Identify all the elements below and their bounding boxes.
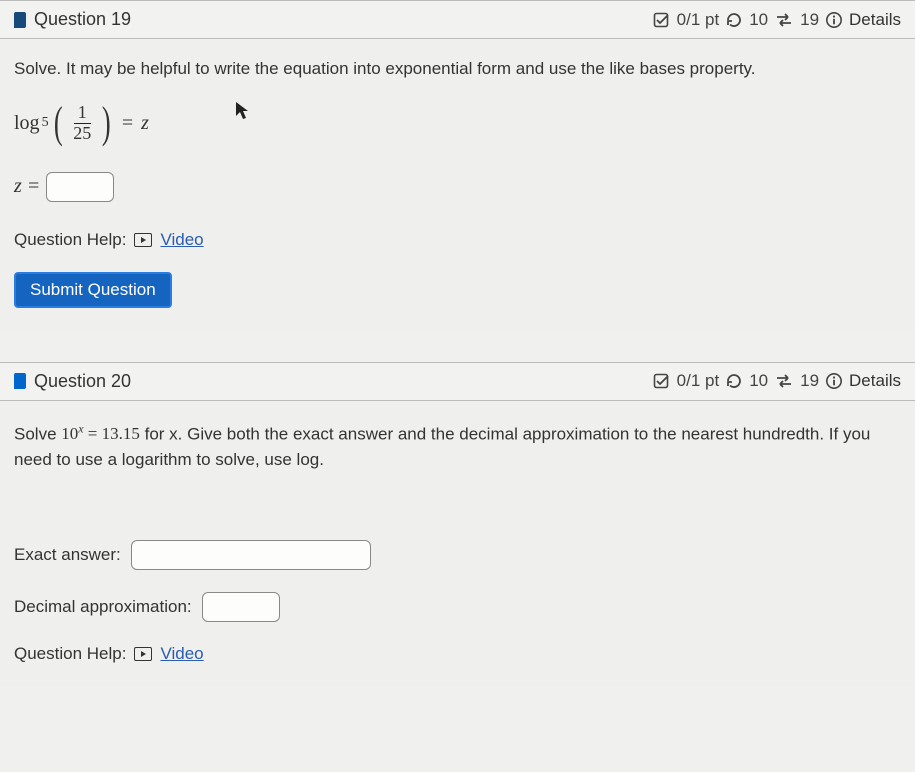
decimal-row: Decimal approximation: <box>14 592 901 622</box>
flag-icon[interactable] <box>14 12 26 28</box>
question-meta: 0/1 pt 10 19 Details <box>653 10 901 30</box>
retry-icon <box>725 372 743 390</box>
help-label: Question Help: <box>14 230 126 250</box>
video-link[interactable]: Video <box>160 644 203 664</box>
attempts: 19 <box>800 371 819 391</box>
help-label: Question Help: <box>14 644 126 664</box>
question-title-wrap: Question 19 <box>14 9 131 30</box>
instructions: Solve 10x = 13.15 for x. Give both the e… <box>14 421 901 473</box>
instructions-pre: Solve <box>14 424 61 443</box>
equation: log5 ( 1 25 ) = z <box>14 103 901 144</box>
checkbox-icon <box>653 372 671 390</box>
info-icon[interactable] <box>825 11 843 29</box>
question-meta: 0/1 pt 10 19 Details <box>653 371 901 391</box>
attempts: 19 <box>800 10 819 30</box>
info-icon[interactable] <box>825 372 843 390</box>
question-20-header: Question 20 0/1 pt 10 19 Details <box>0 362 915 401</box>
eq-eq: = <box>84 424 102 443</box>
help-row: Question Help: Video <box>14 230 901 250</box>
decimal-label: Decimal approximation: <box>14 597 192 617</box>
fraction-numerator: 1 <box>74 103 91 124</box>
equals: = <box>122 112 133 135</box>
instructions-post: for x. Give both the exact answer and th… <box>14 424 870 469</box>
video-link[interactable]: Video <box>160 230 203 250</box>
video-icon <box>134 233 152 247</box>
log-base: 5 <box>42 115 49 131</box>
question-number: Question 20 <box>34 371 131 392</box>
rparen-icon: ) <box>102 108 111 139</box>
eq-rhs: 13.15 <box>102 424 140 443</box>
fraction: 1 25 <box>69 103 95 144</box>
eq-base: 10 <box>61 424 78 443</box>
retries: 10 <box>749 371 768 391</box>
score: 0/1 pt <box>677 10 720 30</box>
help-row: Question Help: Video <box>14 644 901 664</box>
details-link[interactable]: Details <box>849 10 901 30</box>
score: 0/1 pt <box>677 371 720 391</box>
log-func: log <box>14 112 40 135</box>
question-19-header: Question 19 0/1 pt 10 19 Details <box>0 0 915 39</box>
flag-icon[interactable] <box>14 373 26 389</box>
submit-button[interactable]: Submit Question <box>14 272 172 308</box>
z-input[interactable] <box>46 172 114 202</box>
answer-label: z = <box>14 175 40 198</box>
variable: z <box>141 112 149 135</box>
question-title-wrap: Question 20 <box>14 371 131 392</box>
exact-label: Exact answer: <box>14 545 121 565</box>
retries: 10 <box>749 10 768 30</box>
fraction-denominator: 25 <box>69 124 95 144</box>
exact-row: Exact answer: <box>14 540 901 570</box>
question-19-body: Solve. It may be helpful to write the eq… <box>0 39 915 330</box>
checkbox-icon <box>653 11 671 29</box>
decimal-approx-input[interactable] <box>202 592 280 622</box>
attempts-icon <box>774 372 794 390</box>
attempts-icon <box>774 11 794 29</box>
video-icon <box>134 647 152 661</box>
question-number: Question 19 <box>34 9 131 30</box>
answer-row: z = <box>14 172 901 202</box>
exact-answer-input[interactable] <box>131 540 371 570</box>
question-20-body: Solve 10x = 13.15 for x. Give both the e… <box>0 401 915 687</box>
details-link[interactable]: Details <box>849 371 901 391</box>
retry-icon <box>725 11 743 29</box>
instructions: Solve. It may be helpful to write the eq… <box>14 59 901 79</box>
lparen-icon: ( <box>53 108 62 139</box>
